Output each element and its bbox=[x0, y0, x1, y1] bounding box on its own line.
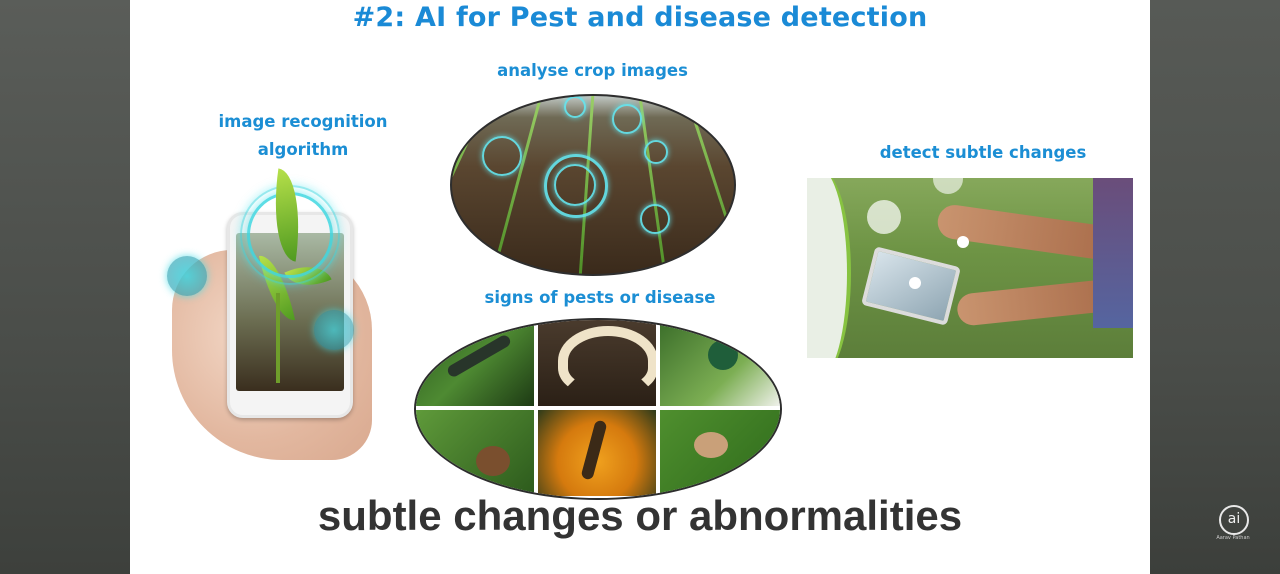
label-image-recognition-line1: image recognition bbox=[218, 112, 388, 131]
slide-title: #2: AI for Pest and disease detection bbox=[352, 2, 928, 33]
crop-row bbox=[452, 96, 495, 259]
grub-icon bbox=[558, 326, 658, 396]
beetle-flower-tile bbox=[660, 320, 780, 406]
grid-divider bbox=[656, 320, 660, 498]
slug-flower-tile bbox=[538, 410, 656, 496]
bug-leaf-tile bbox=[660, 410, 780, 496]
channel-logo-subtext: Aarav Pathan bbox=[1216, 535, 1250, 541]
background-left bbox=[0, 0, 130, 574]
water-drop-icon bbox=[644, 140, 668, 164]
presentation-slide: #2: AI for Pest and disease detection im… bbox=[130, 0, 1150, 574]
label-image-recognition: image recognition algorithm bbox=[178, 112, 428, 159]
focus-dot bbox=[957, 236, 969, 248]
leaf-icon bbox=[933, 178, 963, 194]
grid-divider bbox=[534, 320, 538, 498]
grid-divider bbox=[416, 406, 780, 410]
beetle-icon bbox=[708, 340, 738, 370]
label-analyse-crop: analyse crop images bbox=[497, 61, 688, 80]
scan-target-inner bbox=[554, 164, 596, 206]
label-detect-changes: detect subtle changes bbox=[879, 143, 1087, 162]
grub-tile bbox=[538, 320, 658, 406]
slide-caption: subtle changes or abnormalities bbox=[317, 492, 963, 539]
label-signs-pests: signs of pests or disease bbox=[484, 288, 716, 307]
scan-target-icon bbox=[544, 154, 608, 218]
snail-tile bbox=[416, 410, 534, 496]
caterpillar-icon bbox=[445, 333, 513, 379]
decorative-wave bbox=[807, 178, 851, 358]
slug-icon bbox=[580, 419, 608, 481]
bug-icon bbox=[867, 200, 901, 234]
crop-row bbox=[682, 96, 734, 268]
channel-logo-icon: ai bbox=[1219, 505, 1249, 535]
hologram-bubble-icon bbox=[314, 310, 354, 350]
ph-icon bbox=[640, 204, 670, 234]
rice-tablet-image bbox=[807, 178, 1133, 358]
crop-row bbox=[492, 96, 545, 270]
shirt-sleeve bbox=[1093, 178, 1133, 328]
stem bbox=[276, 293, 280, 383]
phone-image bbox=[162, 168, 372, 460]
data-icon bbox=[482, 136, 522, 176]
bug-icon bbox=[694, 432, 728, 458]
thermometer-icon bbox=[612, 104, 642, 134]
label-image-recognition-line2: algorithm bbox=[257, 140, 349, 159]
focus-dot bbox=[909, 277, 921, 289]
hologram-bubble-icon bbox=[167, 256, 207, 296]
background-right bbox=[1150, 0, 1280, 574]
caterpillar-leaf-tile bbox=[416, 320, 534, 406]
sun-icon bbox=[564, 96, 586, 118]
snail-icon bbox=[476, 446, 510, 476]
crop-field-image bbox=[450, 94, 736, 276]
pest-collage-image bbox=[414, 318, 782, 500]
